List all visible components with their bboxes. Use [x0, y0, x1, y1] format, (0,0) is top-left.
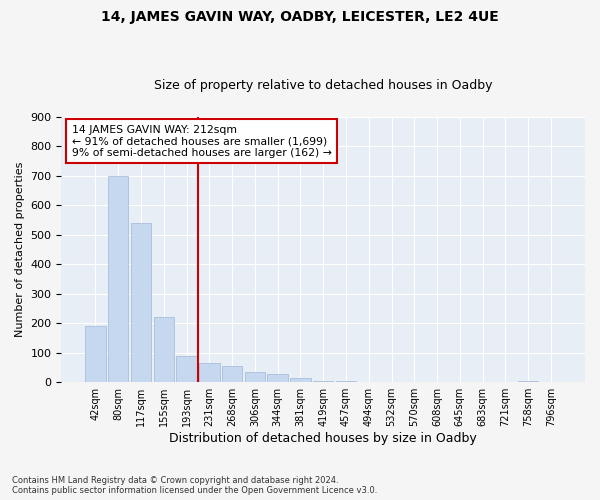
Bar [131, 223, 151, 382]
Y-axis label: Number of detached properties: Number of detached properties [15, 162, 25, 337]
Bar [245, 372, 265, 382]
Bar [268, 374, 288, 382]
Title: Size of property relative to detached houses in Oadby: Size of property relative to detached ho… [154, 79, 493, 92]
Bar [176, 356, 197, 382]
Bar [518, 380, 538, 382]
Bar [222, 366, 242, 382]
Bar [154, 318, 174, 382]
Text: 14, JAMES GAVIN WAY, OADBY, LEICESTER, LE2 4UE: 14, JAMES GAVIN WAY, OADBY, LEICESTER, L… [101, 10, 499, 24]
Bar [108, 176, 128, 382]
Bar [85, 326, 106, 382]
X-axis label: Distribution of detached houses by size in Oadby: Distribution of detached houses by size … [169, 432, 477, 445]
Bar [199, 363, 220, 382]
Text: 14 JAMES GAVIN WAY: 212sqm
← 91% of detached houses are smaller (1,699)
9% of se: 14 JAMES GAVIN WAY: 212sqm ← 91% of deta… [72, 124, 332, 158]
Text: Contains HM Land Registry data © Crown copyright and database right 2024.
Contai: Contains HM Land Registry data © Crown c… [12, 476, 377, 495]
Bar [290, 378, 311, 382]
